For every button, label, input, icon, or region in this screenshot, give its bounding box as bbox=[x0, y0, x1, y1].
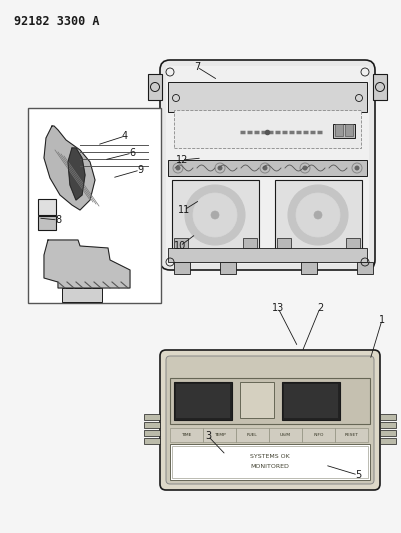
Bar bbox=[239, 382, 273, 418]
Bar bbox=[144, 438, 160, 444]
Bar bbox=[301, 428, 334, 442]
Bar bbox=[242, 238, 256, 248]
Circle shape bbox=[354, 166, 358, 171]
Bar bbox=[345, 238, 359, 248]
Bar bbox=[170, 378, 369, 424]
Bar bbox=[235, 428, 268, 442]
Text: RESET: RESET bbox=[344, 433, 358, 437]
Text: SYSTEMS OK: SYSTEMS OK bbox=[249, 455, 289, 459]
Text: 4: 4 bbox=[122, 131, 128, 141]
Bar bbox=[379, 422, 395, 428]
Bar bbox=[268, 428, 301, 442]
Bar bbox=[356, 262, 372, 274]
Bar bbox=[144, 422, 160, 428]
Text: 1: 1 bbox=[378, 315, 384, 325]
Text: 5: 5 bbox=[354, 470, 360, 480]
Bar bbox=[38, 216, 56, 230]
Bar bbox=[172, 446, 367, 478]
Polygon shape bbox=[68, 148, 85, 200]
Text: 10: 10 bbox=[174, 241, 186, 251]
Circle shape bbox=[184, 185, 244, 245]
Text: 13: 13 bbox=[271, 303, 284, 313]
Text: 9: 9 bbox=[137, 165, 143, 175]
Text: 6: 6 bbox=[129, 148, 135, 158]
Bar bbox=[300, 262, 316, 274]
FancyBboxPatch shape bbox=[160, 60, 374, 270]
Bar bbox=[28, 108, 160, 303]
Bar bbox=[334, 124, 342, 136]
Bar bbox=[174, 382, 231, 420]
Bar bbox=[168, 82, 366, 112]
Bar bbox=[332, 124, 354, 138]
Bar bbox=[174, 110, 360, 148]
Polygon shape bbox=[44, 240, 130, 288]
Text: 11: 11 bbox=[177, 205, 190, 215]
Bar bbox=[62, 288, 102, 302]
Bar bbox=[344, 124, 352, 136]
Bar bbox=[276, 238, 290, 248]
Bar bbox=[174, 262, 190, 274]
Bar bbox=[170, 444, 369, 480]
Bar bbox=[219, 262, 235, 274]
Text: TIME: TIME bbox=[181, 433, 191, 437]
Text: 3: 3 bbox=[205, 431, 211, 441]
Circle shape bbox=[217, 166, 222, 171]
Circle shape bbox=[175, 166, 180, 171]
Circle shape bbox=[192, 193, 237, 237]
Bar bbox=[168, 160, 366, 176]
FancyBboxPatch shape bbox=[166, 356, 373, 484]
Bar bbox=[170, 428, 203, 442]
Text: 8: 8 bbox=[55, 215, 61, 225]
Text: TEMP: TEMP bbox=[213, 433, 225, 437]
Bar bbox=[283, 384, 337, 418]
Bar bbox=[203, 428, 235, 442]
Circle shape bbox=[211, 211, 219, 219]
Bar bbox=[174, 238, 188, 248]
Text: 12: 12 bbox=[175, 155, 188, 165]
Circle shape bbox=[302, 166, 307, 171]
Bar bbox=[379, 438, 395, 444]
Text: 2: 2 bbox=[316, 303, 322, 313]
Text: 7: 7 bbox=[193, 62, 200, 72]
Circle shape bbox=[295, 193, 339, 237]
Bar bbox=[274, 180, 361, 250]
Bar bbox=[379, 430, 395, 436]
Text: US/M: US/M bbox=[279, 433, 290, 437]
Circle shape bbox=[287, 185, 347, 245]
Text: MONITORED: MONITORED bbox=[250, 464, 289, 470]
Bar bbox=[144, 414, 160, 420]
Polygon shape bbox=[44, 126, 95, 210]
Bar bbox=[281, 382, 339, 420]
Circle shape bbox=[313, 211, 321, 219]
Bar bbox=[176, 384, 229, 418]
Bar bbox=[334, 428, 367, 442]
Bar bbox=[379, 414, 395, 420]
FancyBboxPatch shape bbox=[160, 350, 379, 490]
Bar bbox=[148, 74, 162, 100]
Bar bbox=[372, 74, 386, 100]
Bar bbox=[172, 180, 258, 250]
Bar bbox=[168, 248, 366, 262]
Text: INFO: INFO bbox=[312, 433, 323, 437]
Text: 92182 3300 A: 92182 3300 A bbox=[14, 15, 99, 28]
Bar bbox=[166, 66, 368, 264]
Circle shape bbox=[262, 166, 267, 171]
Bar bbox=[38, 199, 56, 215]
Text: FUEL: FUEL bbox=[247, 433, 257, 437]
Bar bbox=[144, 430, 160, 436]
